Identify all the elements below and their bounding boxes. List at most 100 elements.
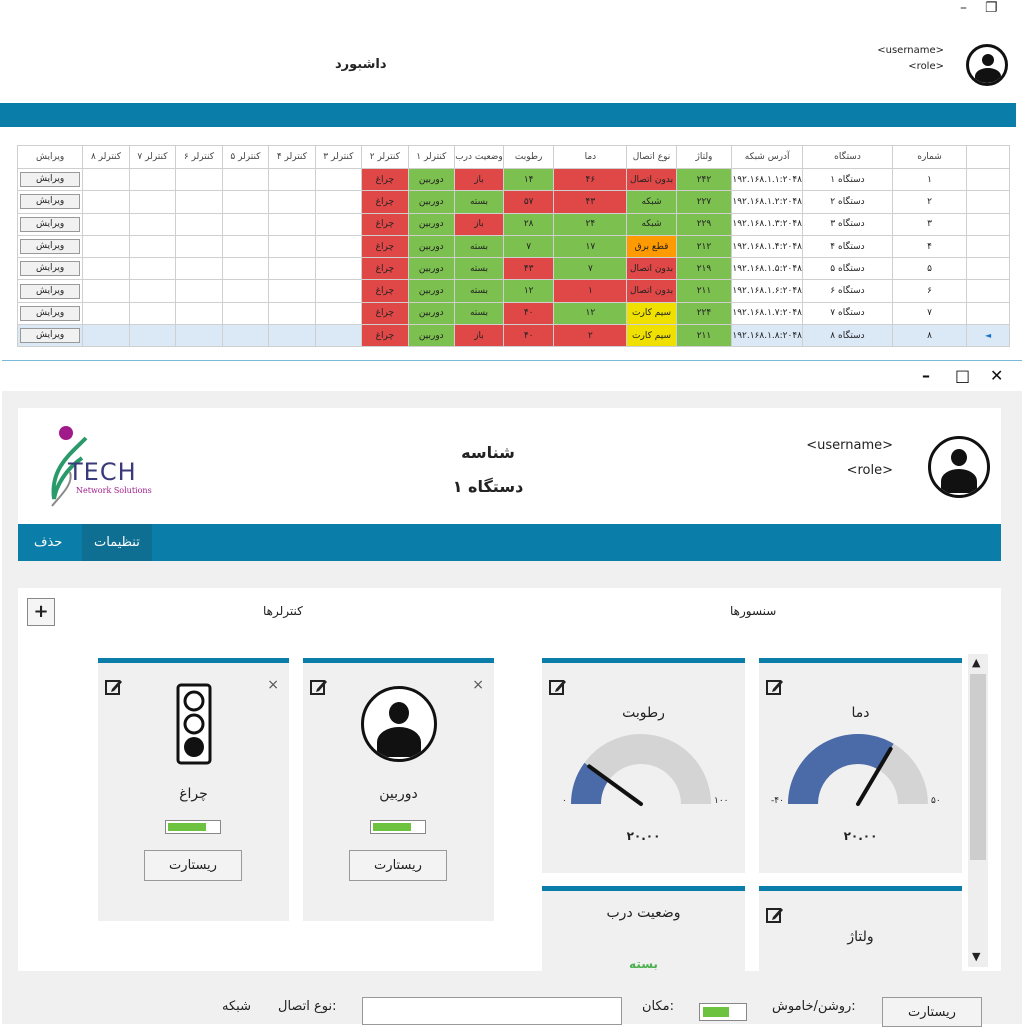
- controller-6-cell[interactable]: [175, 301, 223, 326]
- temperature-cell[interactable]: ۱۲: [553, 301, 628, 326]
- edit-button[interactable]: ویرایش: [20, 283, 81, 299]
- connection-cell[interactable]: بدون اتصال: [626, 257, 677, 281]
- controller-5-cell[interactable]: [221, 257, 270, 281]
- edit-button[interactable]: ویرایش: [20, 194, 81, 210]
- door-cell[interactable]: باز: [454, 212, 504, 236]
- controller-8-cell[interactable]: [82, 279, 130, 303]
- controller-4-cell[interactable]: [268, 279, 316, 303]
- connection-cell[interactable]: قطع برق: [626, 234, 677, 259]
- humidity-cell[interactable]: ۵۷: [502, 190, 555, 214]
- controller-2-cell[interactable]: چراغ: [361, 257, 409, 281]
- address-cell[interactable]: ۱۹۲.۱۶۸.۱.۵:۲۰۴۸: [731, 257, 803, 281]
- number-cell[interactable]: ۱: [891, 167, 968, 192]
- controller-5-cell[interactable]: [221, 324, 270, 348]
- device-cell[interactable]: دستگاه ۶: [801, 279, 894, 303]
- door-cell[interactable]: باز: [454, 324, 504, 348]
- add-controller-button[interactable]: +: [27, 598, 55, 626]
- controller-2-cell[interactable]: چراغ: [361, 234, 409, 259]
- controller-6-cell[interactable]: [175, 190, 223, 214]
- voltage-cell[interactable]: ۲۲۴: [675, 301, 733, 326]
- device-cell[interactable]: دستگاه ۵: [801, 257, 894, 281]
- grid-header-cell[interactable]: ویرایش: [16, 145, 84, 169]
- controller-8-cell[interactable]: [82, 234, 130, 259]
- controller-8-cell[interactable]: [82, 324, 130, 348]
- controller-2-cell[interactable]: چراغ: [361, 301, 409, 326]
- row-selector[interactable]: ◄: [966, 324, 1011, 348]
- controller-8-cell[interactable]: [82, 212, 130, 236]
- controller-5-cell[interactable]: [221, 279, 270, 303]
- address-cell[interactable]: ۱۹۲.۱۶۸.۱.۴:۲۰۴۸: [731, 234, 803, 259]
- location-input[interactable]: [362, 997, 622, 1025]
- humidity-cell[interactable]: ۴۰: [502, 301, 555, 326]
- table-row[interactable]: ویرایش چراغ دوربین بسته ۱۲ ۱ بدون اتصال ۲۱۱ ۱۹۲.…: [16, 279, 1024, 303]
- restore-icon[interactable]: ❐: [985, 0, 998, 16]
- controller-7-cell[interactable]: [128, 167, 177, 192]
- grid-header-cell[interactable]: نوع اتصال: [626, 145, 677, 169]
- row-selector[interactable]: [966, 301, 1011, 326]
- controller-4-cell[interactable]: [268, 324, 316, 348]
- controller-4-cell[interactable]: [268, 301, 316, 326]
- scroll-down-icon[interactable]: ▼: [972, 950, 981, 963]
- edit-button[interactable]: ویرایش: [20, 261, 81, 277]
- grid-header-cell[interactable]: رطوبت: [502, 145, 555, 169]
- connection-cell[interactable]: شبکه: [626, 190, 677, 214]
- edit-button[interactable]: ویرایش: [20, 172, 81, 188]
- row-selector[interactable]: [966, 167, 1011, 192]
- controller-2-cell[interactable]: چراغ: [361, 167, 409, 192]
- controller-8-cell[interactable]: [82, 301, 130, 326]
- edit-button[interactable]: ویرایش: [20, 305, 81, 321]
- voltage-cell[interactable]: ۲۲۷: [675, 190, 733, 214]
- edit-button[interactable]: ویرایش: [20, 216, 81, 232]
- door-cell[interactable]: بسته: [454, 279, 504, 303]
- grid-header-cell[interactable]: ولتاژ: [675, 145, 733, 169]
- address-cell[interactable]: ۱۹۲.۱۶۸.۱.۱:۲۰۴۸: [731, 167, 803, 192]
- humidity-cell[interactable]: ۲۸: [502, 212, 555, 236]
- row-selector[interactable]: [966, 234, 1011, 259]
- tab-delete[interactable]: حذف: [34, 535, 63, 550]
- controller-2-cell[interactable]: چراغ: [361, 190, 409, 214]
- controller-7-cell[interactable]: [128, 324, 177, 348]
- controller-2-cell[interactable]: چراغ: [361, 212, 409, 236]
- edit-icon[interactable]: [548, 677, 568, 697]
- controller-6-cell[interactable]: [175, 279, 223, 303]
- row-selector[interactable]: [966, 257, 1011, 281]
- grid-header-cell[interactable]: کنترلر ۷: [128, 145, 177, 169]
- number-cell[interactable]: ۸: [891, 324, 968, 348]
- device-cell[interactable]: دستگاه ۸: [801, 324, 894, 348]
- controller-2-cell[interactable]: چراغ: [361, 324, 409, 348]
- grid-header-cell[interactable]: آدرس شبکه: [731, 145, 803, 169]
- door-cell[interactable]: باز: [454, 167, 504, 192]
- voltage-cell[interactable]: ۲۱۲: [675, 234, 733, 259]
- child-close-icon[interactable]: ✕: [990, 366, 1004, 385]
- voltage-cell[interactable]: ۲۱۹: [675, 257, 733, 281]
- controller-3-cell[interactable]: [314, 324, 363, 348]
- grid-header-cell[interactable]: کنترلر ۱: [407, 145, 456, 169]
- device-cell[interactable]: دستگاه ۱: [801, 167, 894, 192]
- controller-4-cell[interactable]: [268, 167, 316, 192]
- address-cell[interactable]: ۱۹۲.۱۶۸.۱.۸:۲۰۴۸: [731, 324, 803, 348]
- controller-1-cell[interactable]: دوربین: [407, 234, 456, 259]
- restart-device-button[interactable]: ریستارت: [882, 997, 982, 1027]
- controller-3-cell[interactable]: [314, 234, 363, 259]
- controller-6-cell[interactable]: [175, 167, 223, 192]
- connection-cell[interactable]: سیم کارت: [626, 301, 677, 326]
- controller-1-cell[interactable]: دوربین: [407, 190, 456, 214]
- temperature-cell[interactable]: ۴۳: [553, 190, 628, 214]
- connection-cell[interactable]: شبکه: [626, 212, 677, 236]
- device-cell[interactable]: دستگاه ۷: [801, 301, 894, 326]
- grid-header-cell[interactable]: کنترلر ۲: [361, 145, 409, 169]
- close-icon[interactable]: ×: [472, 677, 484, 693]
- voltage-cell[interactable]: ۲۱۱: [675, 324, 733, 348]
- temperature-cell[interactable]: ۱: [553, 279, 628, 303]
- grid-header-cell[interactable]: کنترلر ۳: [314, 145, 363, 169]
- minimize-icon[interactable]: –: [960, 0, 967, 16]
- edit-icon[interactable]: [765, 905, 785, 925]
- restart-button[interactable]: ریستارت: [144, 850, 242, 881]
- grid-header-cell[interactable]: دما: [553, 145, 628, 169]
- edit-button[interactable]: ویرایش: [20, 239, 81, 255]
- controller-5-cell[interactable]: [221, 212, 270, 236]
- controller-8-cell[interactable]: [82, 167, 130, 192]
- voltage-cell[interactable]: ۲۴۲: [675, 167, 733, 192]
- tab-settings[interactable]: تنظیمات: [82, 524, 152, 561]
- controller-8-cell[interactable]: [82, 190, 130, 214]
